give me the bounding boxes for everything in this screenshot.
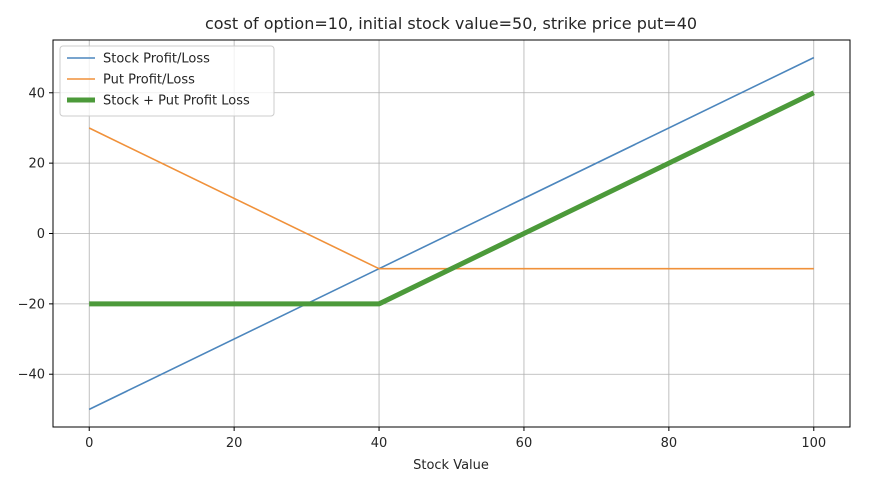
legend-label-2: Put Profit/Loss xyxy=(103,73,195,88)
series-lines xyxy=(88,56,815,411)
y-tick-label: 0 xyxy=(37,227,45,242)
x-tick-label: 40 xyxy=(371,436,388,451)
legend: Stock Profit/Loss Put Profit/Loss Stock + … xyxy=(59,45,275,117)
x-tick-label: 100 xyxy=(801,436,826,451)
y-tick-label: 20 xyxy=(28,157,45,172)
x-tick-label: 20 xyxy=(226,436,243,451)
legend-box xyxy=(59,45,275,117)
y-tick-label: −20 xyxy=(18,297,45,312)
x-tick-label: 80 xyxy=(661,436,678,451)
legend-items: Stock Profit/Loss Put Profit/Loss Stock + … xyxy=(67,52,250,109)
x-axis-label: Stock Value xyxy=(413,458,489,473)
y-tick-label: −40 xyxy=(18,368,45,383)
series-line-3 xyxy=(89,90,815,307)
series-line-2 xyxy=(88,127,814,270)
y-axis-ticks: −40 −20 0 20 40 xyxy=(18,86,53,383)
legend-label-3: Stock + Put Profit Loss xyxy=(103,94,250,109)
legend-label-1: Stock Profit/Loss xyxy=(103,52,210,67)
x-axis-ticks: 0 20 40 60 80 100 xyxy=(85,427,826,451)
chart-title: cost of option=10, initial stock value=5… xyxy=(205,14,697,33)
y-tick-label: 40 xyxy=(28,86,45,101)
x-tick-label: 0 xyxy=(85,436,93,451)
x-tick-label: 60 xyxy=(516,436,533,451)
